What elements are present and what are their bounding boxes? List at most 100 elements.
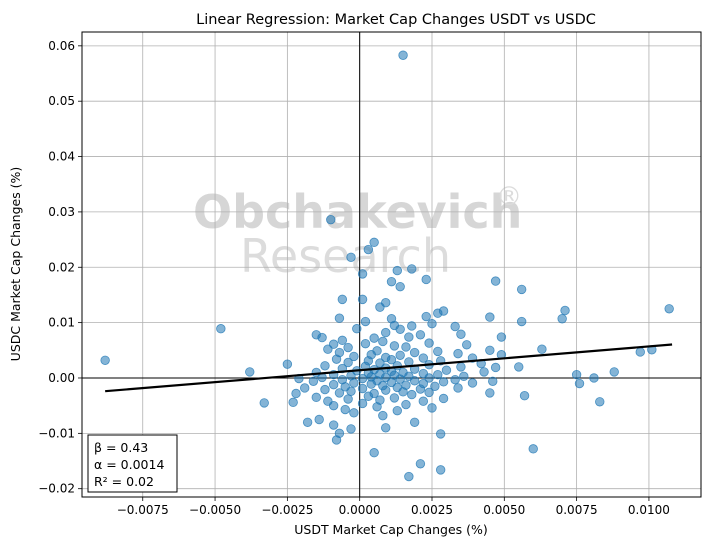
scatter-point — [488, 376, 498, 387]
scatter-point — [352, 324, 362, 334]
x-axis-ticks: −0.0075 −0.0050 −0.0025 0.0000 0.0025 0.0050 0… — [117, 497, 670, 517]
scatter-point — [363, 391, 374, 401]
scatter-point — [363, 244, 374, 255]
scatter-point — [349, 378, 359, 388]
stats-box-border — [87, 434, 178, 493]
stats-beta: β = 0.43 — [94, 440, 148, 455]
scatter-point — [311, 392, 321, 403]
scatter-point — [537, 344, 547, 354]
chart-title: Linear Regression: Market Cap Changes US… — [196, 12, 596, 28]
scatter-point — [320, 384, 330, 395]
scatter-point — [485, 388, 495, 398]
scatter-point — [357, 383, 368, 394]
scatter-point — [441, 365, 452, 375]
regression-line-group — [105, 343, 673, 393]
scatter-point — [421, 311, 431, 322]
scatter-point — [395, 324, 405, 334]
scatter-point — [401, 342, 411, 352]
scatter-point — [100, 355, 110, 365]
scatter-point — [664, 304, 674, 314]
scatter-point — [343, 394, 353, 404]
y-tick-label: −0.02 — [38, 482, 75, 496]
scatter-point — [334, 388, 345, 398]
scatter-point — [323, 344, 333, 354]
y-tick-label: 0.02 — [48, 260, 75, 274]
scatter-point — [343, 357, 353, 368]
scatter-point — [308, 376, 319, 387]
scatter-point — [404, 332, 414, 342]
scatter-point — [401, 399, 411, 410]
scatter-point — [357, 294, 368, 305]
scatter-point — [462, 340, 472, 350]
scatter-point — [407, 264, 417, 274]
scatter-point — [317, 332, 327, 343]
scatter-point — [409, 376, 420, 386]
scatter-point — [291, 388, 301, 399]
regression-line — [105, 343, 673, 393]
x-tick-label: 0.0100 — [628, 503, 670, 517]
scatter-point — [381, 385, 391, 395]
scatter-point — [435, 465, 446, 475]
stats-r-squared: R² = 0.02 — [94, 474, 154, 489]
scatter-point — [424, 387, 434, 398]
scatter-point — [496, 332, 507, 342]
scatter-point — [560, 305, 570, 316]
stats-box: β = 0.43 α = 0.0014 R² = 0.02 — [87, 434, 178, 493]
scatter-point — [438, 377, 449, 387]
scatter-point — [357, 373, 368, 384]
scatter-point — [459, 371, 469, 382]
x-tick-label: −0.0050 — [189, 503, 241, 517]
scatter-point — [302, 417, 313, 427]
scatter-point — [453, 383, 463, 393]
scatter-point — [528, 444, 538, 454]
scatter-point — [479, 367, 489, 377]
x-tick-label: 0.0000 — [339, 503, 381, 517]
scatter-point — [418, 396, 429, 406]
scatter-point — [375, 302, 385, 312]
scatter-point — [360, 316, 371, 327]
x-tick-label: −0.0075 — [117, 503, 169, 517]
scatter-point — [216, 324, 226, 334]
y-tick-label: 0.06 — [48, 39, 75, 53]
scatter-point — [386, 355, 397, 365]
plot-frame — [81, 31, 702, 498]
scatter-point — [334, 313, 345, 323]
y-tick-label: 0.05 — [48, 94, 75, 108]
scatter-point — [409, 347, 420, 358]
scatter-point — [571, 369, 582, 380]
scatter-point — [346, 424, 356, 434]
scatter-point — [409, 417, 420, 427]
scatter-point — [337, 294, 348, 305]
scatter-point — [300, 383, 310, 393]
y-axis-label: USDC Market Cap Changes (%) — [8, 167, 23, 362]
scatter-point — [450, 374, 460, 385]
scatter-point — [407, 321, 417, 331]
scatter-point — [360, 338, 371, 349]
scatter-point — [372, 402, 382, 412]
y-tick-label: −0.01 — [38, 426, 75, 440]
scatter-point — [381, 327, 391, 338]
scatter-point — [389, 341, 400, 351]
scatter-point — [395, 374, 405, 384]
scatter-point — [421, 274, 431, 285]
scatter-points — [100, 50, 674, 482]
scatter-point — [320, 361, 330, 371]
scatter-point — [456, 329, 466, 339]
scatter-point — [589, 373, 599, 383]
scatter-point — [378, 410, 388, 421]
scatter-point — [415, 330, 426, 340]
scatter-point — [369, 448, 379, 458]
scatter-point — [485, 312, 495, 322]
scatter-point — [490, 276, 501, 286]
scatter-point — [433, 346, 443, 357]
scatter-point — [516, 284, 527, 295]
scatter-point — [378, 336, 388, 347]
scatter-point — [369, 237, 379, 248]
scatter-point — [635, 347, 645, 357]
y-tick-label: 0.03 — [48, 205, 75, 219]
scatter-point — [485, 345, 495, 356]
scatter-point — [349, 408, 359, 418]
scatter-point — [259, 398, 269, 408]
scatter-point — [386, 276, 397, 287]
scatter-point — [381, 423, 391, 433]
